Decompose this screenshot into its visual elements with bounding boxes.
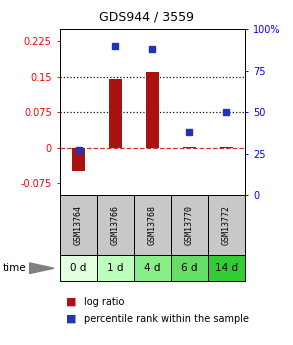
Text: log ratio: log ratio (84, 297, 124, 307)
Bar (97, 195, 134, 255)
Polygon shape (29, 263, 54, 274)
Text: percentile rank within the sample: percentile rank within the sample (84, 314, 248, 324)
Text: 14 d: 14 d (215, 263, 238, 273)
Text: GSM13768: GSM13768 (148, 205, 157, 245)
Text: 1 d: 1 d (107, 263, 124, 273)
Text: GSM13770: GSM13770 (185, 205, 194, 245)
Text: ■: ■ (66, 314, 76, 324)
Bar (97, 255, 134, 281)
Bar (60, 255, 97, 281)
Text: ■: ■ (66, 297, 76, 307)
Bar (72, 148, 85, 171)
Text: 0 d: 0 d (70, 263, 87, 273)
Bar (134, 255, 171, 281)
Bar (60, 195, 97, 255)
Bar (208, 195, 245, 255)
Text: GDS944 / 3559: GDS944 / 3559 (99, 10, 194, 23)
Bar (171, 255, 208, 281)
Text: 6 d: 6 d (181, 263, 197, 273)
Text: GSM13764: GSM13764 (74, 205, 83, 245)
Text: GSM13766: GSM13766 (111, 205, 120, 245)
Text: time: time (3, 263, 27, 273)
Text: GSM13772: GSM13772 (222, 205, 231, 245)
Bar (171, 195, 208, 255)
Bar (208, 255, 245, 281)
Bar (183, 147, 196, 148)
Bar (220, 147, 233, 148)
Bar (109, 79, 122, 148)
Text: 4 d: 4 d (144, 263, 161, 273)
Bar (134, 195, 171, 255)
Bar (146, 72, 159, 148)
